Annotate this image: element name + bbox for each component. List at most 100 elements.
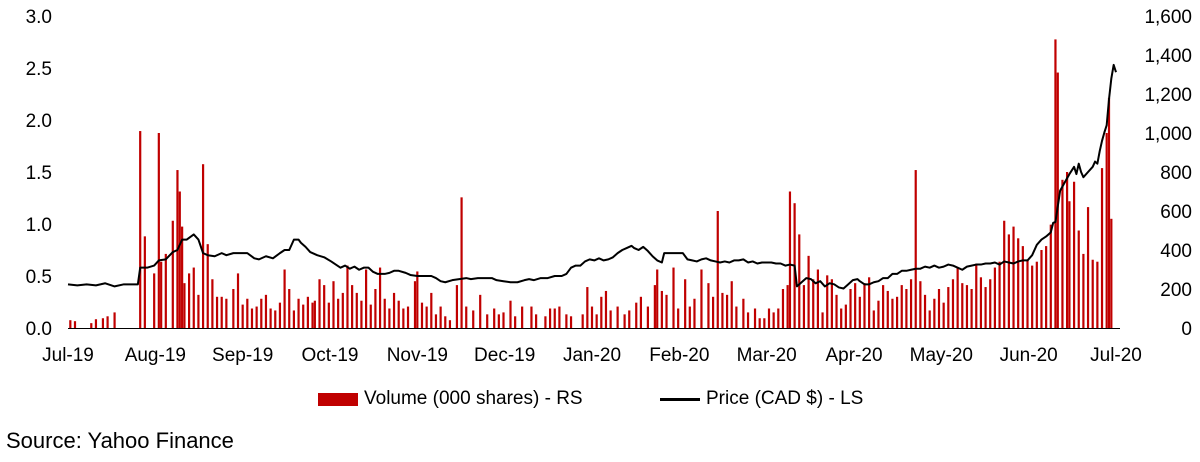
x-axis-tick-label: Aug-19 xyxy=(125,345,186,366)
left-axis-tick-label: 1.0 xyxy=(26,215,52,236)
volume-bar xyxy=(914,170,917,328)
volume-bar xyxy=(106,316,109,328)
volume-bar xyxy=(716,211,719,328)
volume-bar xyxy=(351,285,354,328)
right-axis-tick-label: 800 xyxy=(1160,163,1192,184)
volume-bar xyxy=(183,283,186,328)
volume-bar xyxy=(1031,265,1034,328)
x-axis-tick-label: Jun-20 xyxy=(1000,345,1058,366)
volume-bar xyxy=(844,304,847,328)
volume-bar xyxy=(486,314,489,328)
right-axis-tick-label: 1,600 xyxy=(1144,7,1192,28)
volume-bar xyxy=(882,285,885,328)
volume-bar xyxy=(970,289,973,328)
left-axis-tick-label: 0.0 xyxy=(26,319,52,340)
volume-bar xyxy=(514,316,517,328)
volume-bar xyxy=(425,306,428,328)
volume-bar xyxy=(905,289,908,328)
volume-bar xyxy=(1077,230,1080,328)
volume-bar xyxy=(269,308,272,328)
right-axis-tick-label: 400 xyxy=(1160,241,1192,262)
volume-bar xyxy=(439,306,442,328)
volume-bar xyxy=(323,285,326,328)
legend-label-price: Price (CAD $) - LS xyxy=(706,388,864,409)
volume-bar xyxy=(933,298,936,328)
volume-bar xyxy=(455,285,459,328)
volume-bar xyxy=(835,294,838,328)
volume-bar xyxy=(956,267,959,328)
volume-bar xyxy=(767,308,771,328)
volume-bar xyxy=(220,296,223,328)
volume-bar xyxy=(406,306,410,328)
volume-bar xyxy=(521,306,524,328)
volume-bar xyxy=(553,308,556,328)
volume-bar xyxy=(600,296,603,328)
volume-bar xyxy=(369,304,372,328)
volume-bar xyxy=(283,269,286,328)
volume-bar xyxy=(937,289,941,328)
volume-bar xyxy=(763,318,766,328)
volume-bar xyxy=(993,267,996,328)
volume-bar xyxy=(942,302,945,328)
volume-bar xyxy=(278,302,282,328)
volume-bar xyxy=(886,290,889,328)
volume-bar xyxy=(1035,261,1038,328)
volume-bar xyxy=(181,226,184,328)
volume-bar xyxy=(1068,201,1071,328)
volume-bar xyxy=(215,296,219,328)
volume-bar xyxy=(900,285,903,328)
volume-bar xyxy=(1091,259,1094,328)
x-axis-tick-label: Oct-19 xyxy=(301,345,358,366)
volume-bar xyxy=(798,234,801,328)
volume-bar xyxy=(891,298,894,328)
right-axis-tick-label: 600 xyxy=(1160,202,1192,223)
volume-bar xyxy=(635,302,638,328)
volume-bar xyxy=(341,292,344,328)
volume-bar xyxy=(712,296,715,328)
volume-bar xyxy=(693,298,696,328)
volume-bar xyxy=(288,289,291,328)
price-line xyxy=(67,63,1117,290)
volume-bar xyxy=(472,310,475,328)
volume-bar xyxy=(623,314,626,328)
volume-bar xyxy=(346,265,349,328)
volume-bar xyxy=(164,253,167,328)
volume-bar xyxy=(975,263,978,328)
volume-bar xyxy=(479,294,482,328)
volume-bar xyxy=(413,281,417,328)
volume-bar xyxy=(604,290,608,328)
volume-bar xyxy=(1049,224,1052,328)
volume-bar xyxy=(979,277,983,328)
volume-bar xyxy=(101,318,105,328)
volume-bar xyxy=(94,319,98,328)
volume-bar xyxy=(292,310,295,328)
volume-bar xyxy=(854,283,857,328)
volume-bar xyxy=(509,300,512,328)
x-axis-tick-label: Jul-19 xyxy=(42,345,94,366)
volume-bar xyxy=(157,133,160,328)
volume-bar xyxy=(1110,218,1113,328)
volume-bar xyxy=(1054,39,1057,329)
legend-label-volume: Volume (000 shares) - RS xyxy=(364,388,583,409)
volume-bar xyxy=(374,289,377,328)
volume-bar xyxy=(965,285,969,328)
volume-bar xyxy=(1012,226,1015,328)
axes: 0.0 0.5 1.0 1.5 2.0 2.5 3.0 0 200 400 600 800 1,000 1… xyxy=(26,7,1192,366)
volume-bar xyxy=(812,279,815,328)
volume-bar xyxy=(1096,261,1099,328)
volume-bar xyxy=(609,310,612,328)
volume-bar xyxy=(1026,259,1029,328)
volume-bar xyxy=(1007,234,1010,328)
volume-bar xyxy=(840,308,843,328)
volume-bar xyxy=(849,289,852,328)
volume-bar xyxy=(448,320,452,328)
volume-bar xyxy=(535,314,538,328)
volume-bar xyxy=(274,310,277,328)
volume-bar xyxy=(868,277,871,328)
volume-bar xyxy=(1105,133,1108,328)
volume-bar xyxy=(858,296,861,328)
price-line-layer xyxy=(67,63,1117,290)
volume-bar xyxy=(746,312,750,328)
volume-bar xyxy=(548,308,552,328)
volume-bar xyxy=(1003,220,1006,328)
